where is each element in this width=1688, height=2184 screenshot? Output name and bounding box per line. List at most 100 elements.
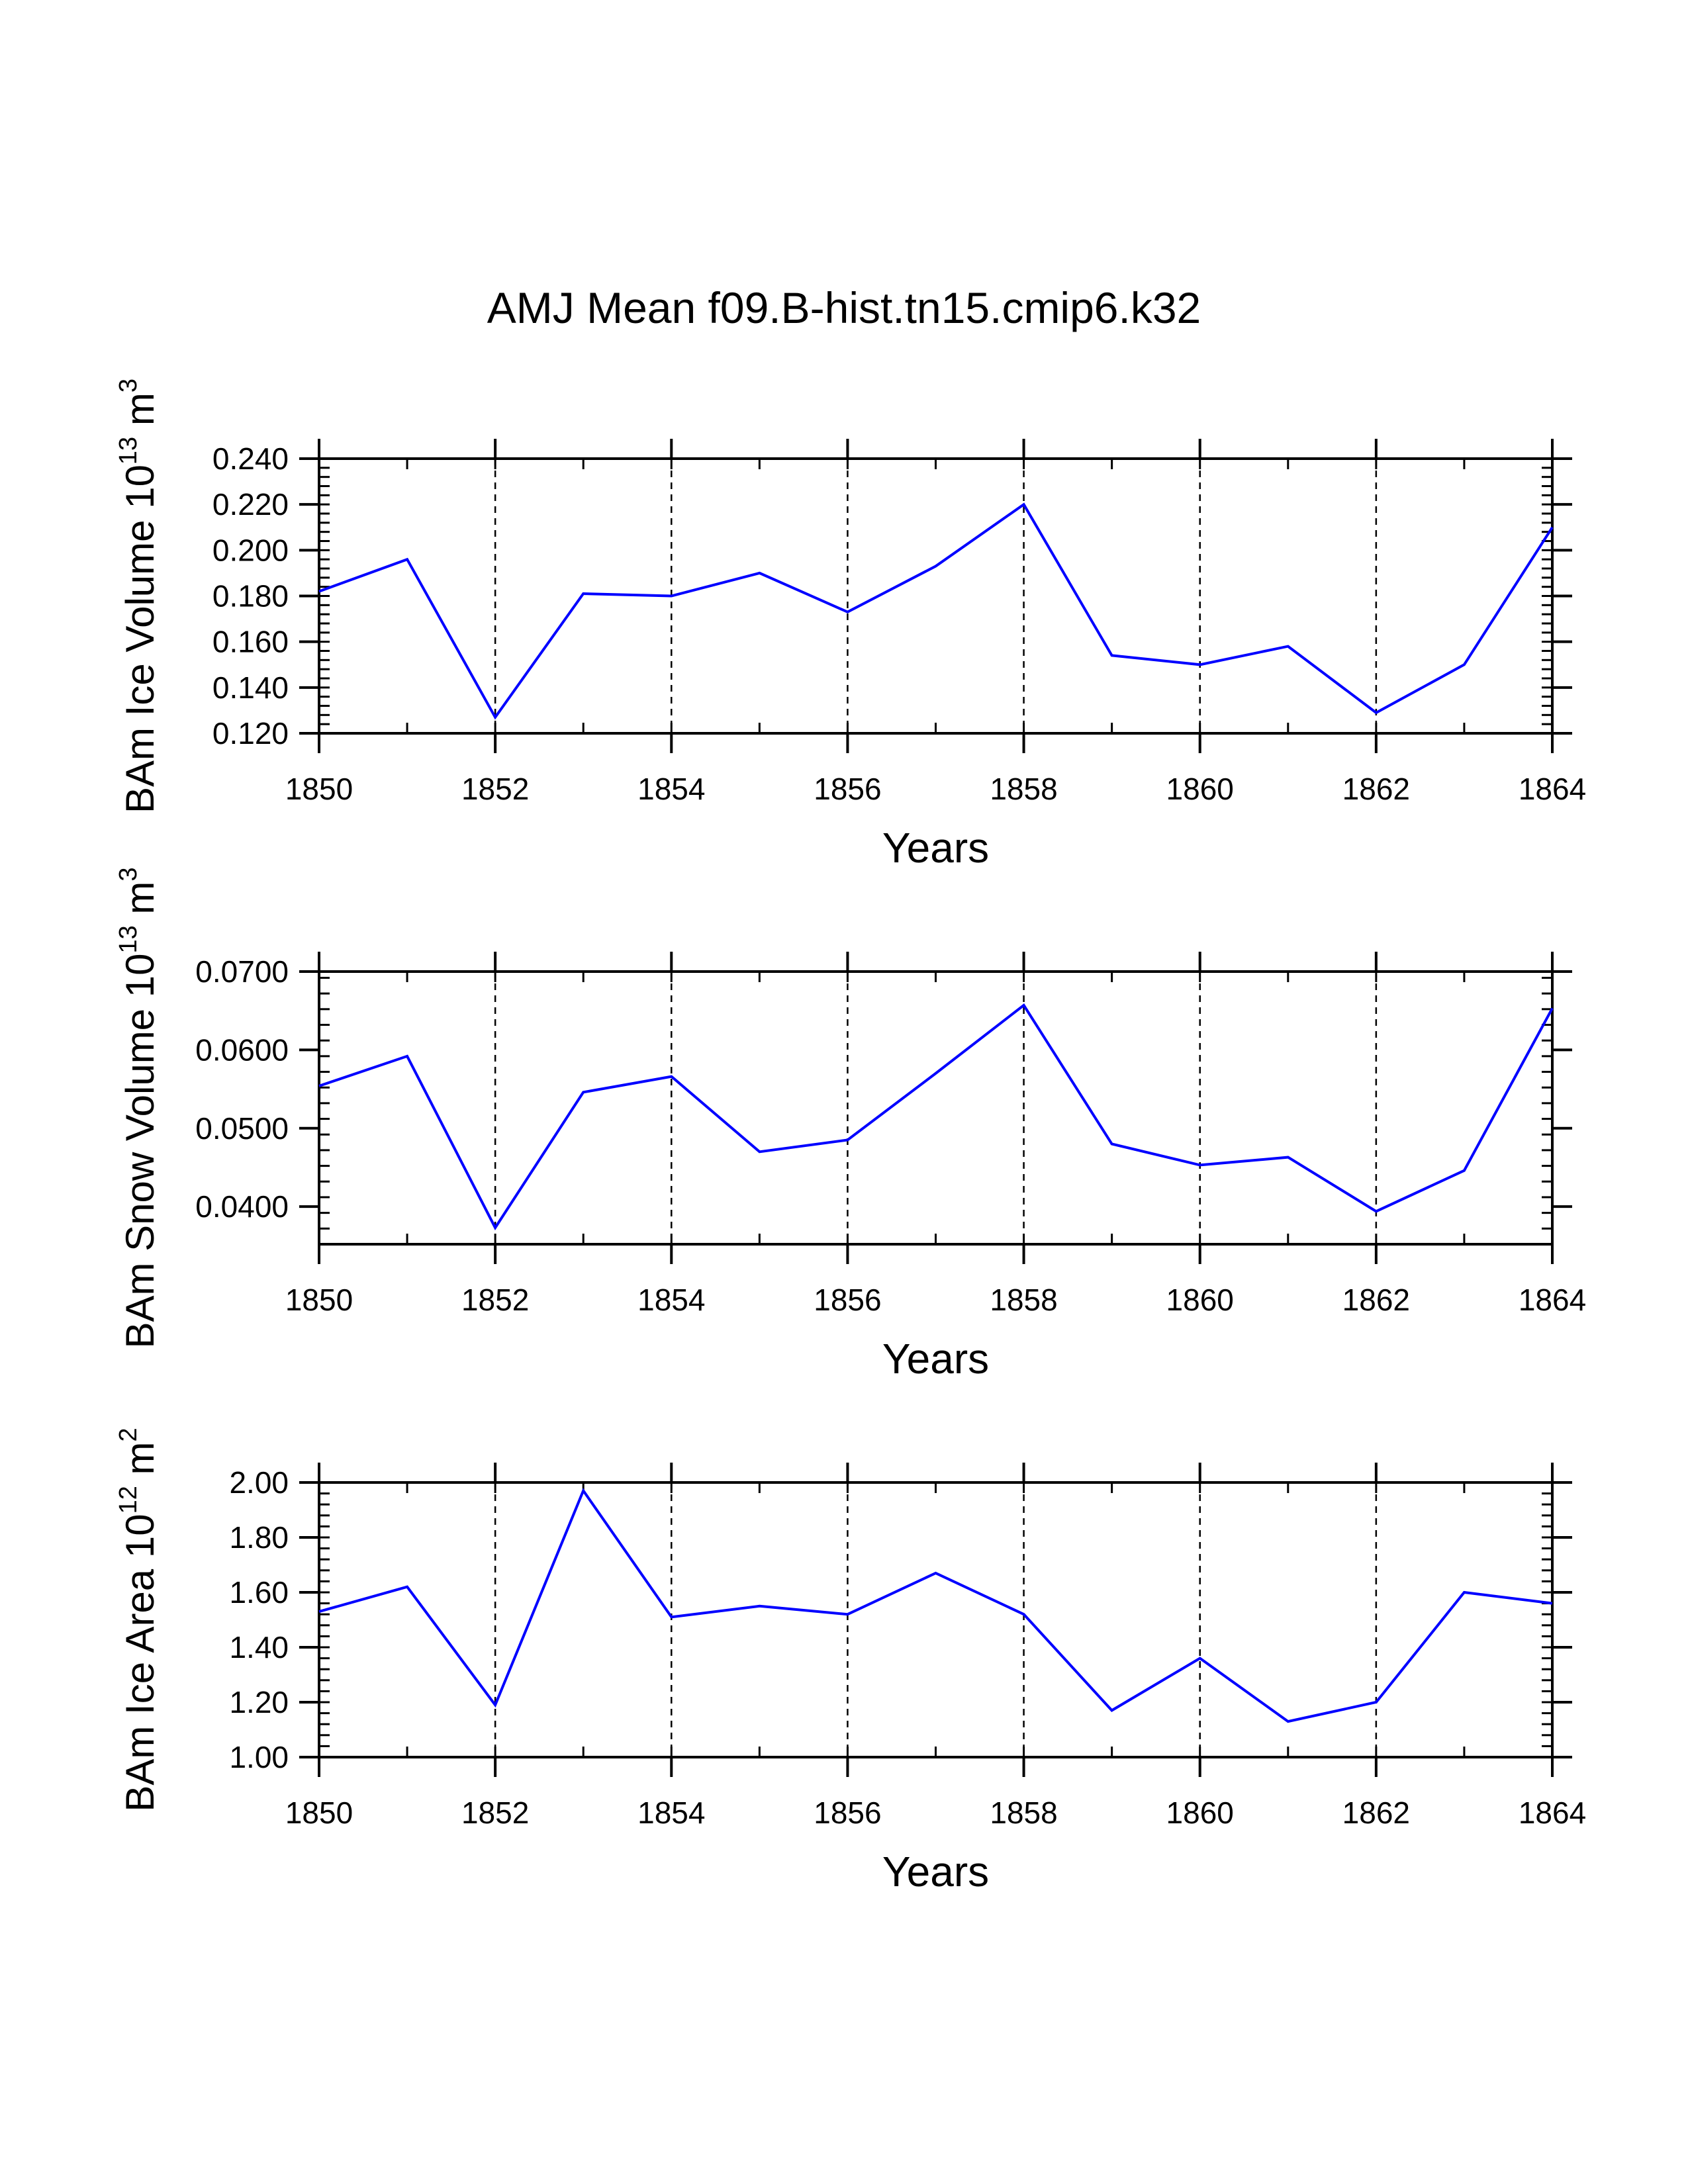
panel-snow-volume: 1850 1852 1854 1856 1858 1860 1862 1864 0.0400 0.… bbox=[115, 867, 1586, 1383]
x-tick-label: 1864 bbox=[1519, 1796, 1586, 1830]
series-line bbox=[318, 502, 1554, 720]
data-point-1850 bbox=[317, 1610, 321, 1614]
y-tick-label: 1.00 bbox=[229, 1740, 289, 1774]
data-point-1864 bbox=[1550, 1602, 1554, 1606]
data-point-1863 bbox=[1462, 1590, 1466, 1594]
data-point-1862 bbox=[1374, 1700, 1378, 1704]
y-tick-label: 0.180 bbox=[212, 579, 289, 614]
x-tick-label: 1854 bbox=[637, 772, 705, 806]
x-tick-label: 1852 bbox=[461, 1283, 529, 1317]
x-axis-label: Years bbox=[882, 824, 989, 872]
chart-panels: 1850 1852 1854 1856 1858 1860 1862 1864 0.120 0.1… bbox=[115, 379, 1586, 1895]
data-point-1857 bbox=[934, 565, 938, 569]
series-line bbox=[318, 1488, 1553, 1723]
y-tick-label: 1.40 bbox=[229, 1630, 289, 1664]
figure-title: AMJ Mean f09.B-hist.tn15.cmip6.k32 bbox=[487, 283, 1201, 332]
data-point-1856 bbox=[845, 1138, 849, 1142]
x-tick-label: 1862 bbox=[1342, 1796, 1410, 1830]
data-point-1858 bbox=[1022, 1612, 1026, 1616]
y-tick-label: 1.20 bbox=[229, 1685, 289, 1719]
y-axis-label: BAm Snow Volume 1013 m3 bbox=[115, 867, 162, 1348]
data-point-1850 bbox=[317, 590, 321, 594]
x-tick-label: 1854 bbox=[637, 1283, 705, 1317]
x-tick-label: 1860 bbox=[1166, 772, 1234, 806]
y-tick-label: 0.200 bbox=[212, 533, 289, 567]
x-tick-label: 1858 bbox=[990, 772, 1057, 806]
data-point-1858 bbox=[1022, 502, 1026, 506]
x-tick-label: 1862 bbox=[1342, 772, 1410, 806]
data-point-1860 bbox=[1198, 1163, 1202, 1167]
data-point-1863 bbox=[1462, 1169, 1466, 1173]
x-tick-label: 1858 bbox=[990, 1283, 1057, 1317]
data-point-1854 bbox=[669, 1075, 673, 1079]
y-axis-label: BAm Ice Area 1012 m2 bbox=[115, 1428, 162, 1811]
data-point-1859 bbox=[1110, 1708, 1114, 1712]
data-point-1850 bbox=[317, 1084, 321, 1088]
data-point-1859 bbox=[1110, 1142, 1114, 1146]
y-tick-label: 0.140 bbox=[212, 670, 289, 705]
data-point-1855 bbox=[757, 1604, 761, 1608]
data-point-1851 bbox=[405, 1585, 409, 1589]
data-point-1863 bbox=[1462, 662, 1466, 666]
x-tick-label: 1858 bbox=[990, 1796, 1057, 1830]
data-point-1864 bbox=[1550, 525, 1554, 529]
data-point-1855 bbox=[757, 1150, 761, 1154]
x-tick-label: 1860 bbox=[1166, 1283, 1234, 1317]
y-tick-label: 2.00 bbox=[229, 1465, 289, 1500]
y-tick-label: 1.60 bbox=[229, 1575, 289, 1610]
data-point-1856 bbox=[845, 1612, 849, 1616]
data-point-1852 bbox=[493, 1226, 497, 1230]
data-point-1860 bbox=[1198, 1657, 1202, 1661]
data-point-1858 bbox=[1022, 1003, 1026, 1007]
y-tick-label: 0.120 bbox=[212, 716, 289, 751]
x-tick-label: 1852 bbox=[461, 772, 529, 806]
x-tick-label: 1856 bbox=[814, 1283, 881, 1317]
data-point-1856 bbox=[845, 610, 849, 614]
data-point-1860 bbox=[1198, 662, 1202, 666]
data-point-1851 bbox=[405, 557, 409, 561]
data-point-1857 bbox=[934, 1071, 938, 1075]
panel-ice-volume: 1850 1852 1854 1856 1858 1860 1862 1864 0.120 0.1… bbox=[115, 379, 1586, 872]
data-point-1861 bbox=[1286, 1156, 1290, 1160]
x-tick-label: 1862 bbox=[1342, 1283, 1410, 1317]
series-line bbox=[318, 1003, 1554, 1231]
x-axis-label: Years bbox=[882, 1335, 989, 1383]
data-point-1852 bbox=[493, 715, 497, 719]
y-tick-label: 0.160 bbox=[212, 625, 289, 659]
panel-ice-area: 1850 1852 1854 1856 1858 1860 1862 1864 1.00 1.20… bbox=[115, 1428, 1586, 1895]
y-tick-label: 0.0700 bbox=[195, 954, 289, 989]
data-point-1862 bbox=[1374, 1209, 1378, 1213]
y-tick-label: 0.0500 bbox=[195, 1111, 289, 1146]
x-tick-label: 1860 bbox=[1166, 1796, 1234, 1830]
y-tick-label: 1.80 bbox=[229, 1520, 289, 1555]
y-axis-label: BAm Ice Volume 1013 m3 bbox=[115, 379, 162, 813]
x-tick-label: 1850 bbox=[285, 1796, 353, 1830]
x-tick-label: 1864 bbox=[1519, 1283, 1586, 1317]
y-tick-label: 0.0400 bbox=[195, 1189, 289, 1224]
x-tick-label: 1850 bbox=[285, 772, 353, 806]
x-tick-label: 1850 bbox=[285, 1283, 353, 1317]
data-point-1854 bbox=[669, 1615, 673, 1619]
x-tick-label: 1864 bbox=[1519, 772, 1586, 806]
data-point-1852 bbox=[493, 1703, 497, 1707]
data-point-1853 bbox=[581, 1090, 585, 1094]
data-point-1861 bbox=[1286, 1719, 1290, 1723]
y-tick-label: 0.240 bbox=[212, 441, 289, 476]
data-point-1853 bbox=[581, 592, 585, 596]
data-point-1851 bbox=[405, 1054, 409, 1058]
y-tick-label: 0.0600 bbox=[195, 1032, 289, 1067]
data-point-1855 bbox=[757, 571, 761, 575]
data-point-1862 bbox=[1374, 711, 1378, 715]
data-point-1853 bbox=[581, 1488, 585, 1492]
data-point-1857 bbox=[934, 1571, 938, 1575]
x-tick-label: 1854 bbox=[637, 1796, 705, 1830]
x-axis-label: Years bbox=[882, 1848, 989, 1895]
x-tick-label: 1856 bbox=[814, 1796, 881, 1830]
data-point-1854 bbox=[669, 594, 673, 598]
data-point-1864 bbox=[1550, 1007, 1554, 1011]
x-tick-label: 1856 bbox=[814, 772, 881, 806]
x-tick-label: 1852 bbox=[461, 1796, 529, 1830]
data-point-1861 bbox=[1286, 645, 1290, 649]
